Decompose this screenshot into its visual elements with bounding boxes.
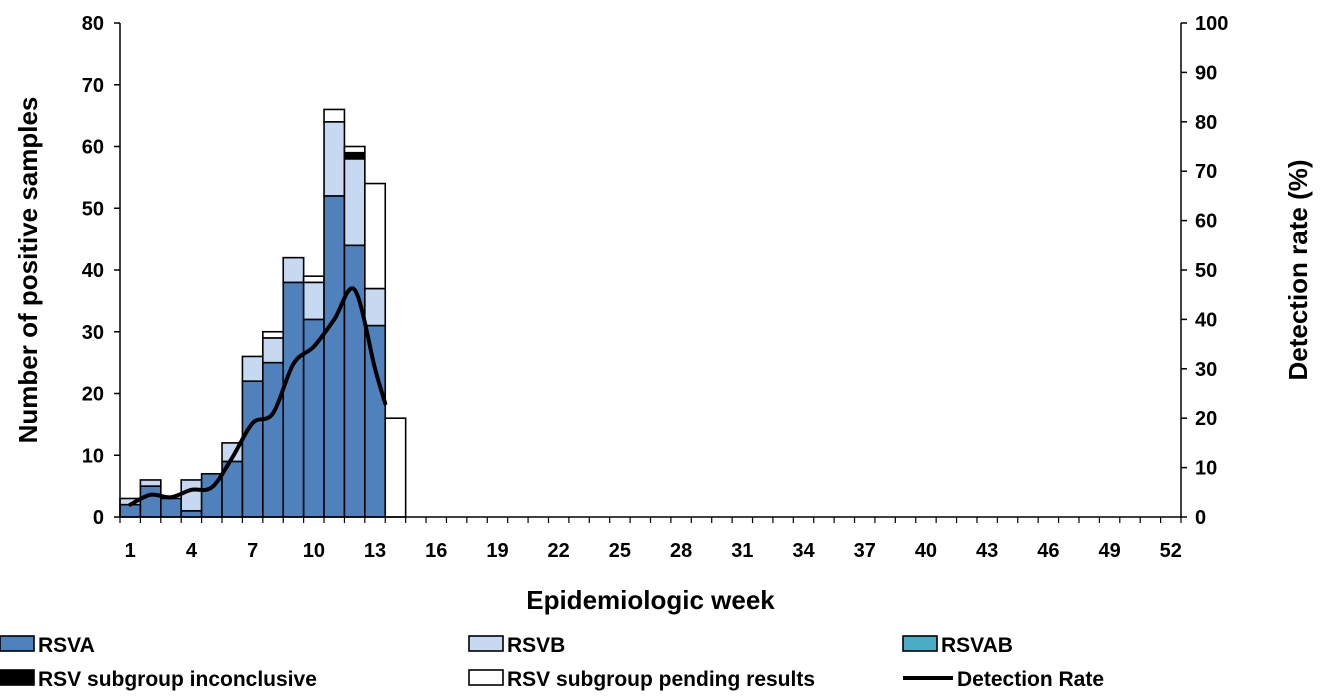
legend-swatch [902, 635, 938, 652]
bar-segment [364, 287, 387, 327]
bar-segment [323, 108, 346, 123]
x-tick-label: 10 [303, 540, 325, 562]
detection-rate-line [128, 286, 388, 507]
legend-swatch [468, 635, 504, 652]
legend-label: RSVB [507, 634, 565, 657]
x-tick-label: 43 [976, 540, 998, 562]
x-tick-label: 34 [792, 540, 815, 562]
y-tick-label: 60 [82, 137, 104, 159]
legend-label: RSV subgroup pending results [507, 668, 815, 691]
y2-axis-title: Detection rate (%) [1283, 159, 1313, 380]
bar-segment [139, 479, 162, 487]
y2-tick-label: 70 [1195, 161, 1217, 183]
x-tick-label: 4 [186, 540, 198, 562]
x-tick-label: 49 [1098, 540, 1120, 562]
y-tick-label: 70 [82, 75, 104, 97]
bar-segment [364, 182, 387, 290]
bar-segment [343, 244, 366, 518]
axis-titles: Epidemiologic week Number of positive sa… [13, 97, 1313, 615]
x-tick-label: 25 [609, 540, 631, 562]
bar-segment [282, 256, 305, 284]
bar-segment [262, 361, 285, 518]
legend-label: RSV subgroup inconclusive [38, 668, 317, 691]
y2-tick-label: 40 [1195, 309, 1217, 331]
bar-segment [241, 355, 264, 382]
y-tick-label: 30 [82, 322, 104, 344]
legend-swatch [0, 635, 35, 652]
x-tick-label: 19 [486, 540, 508, 562]
y-axis-title: Number of positive samples [13, 97, 43, 444]
legend-label: RSVAB [941, 634, 1013, 657]
bar-segment [384, 417, 407, 518]
bar-segment [323, 195, 346, 518]
bar-segment [343, 158, 366, 247]
bar-segment [139, 485, 162, 518]
y2-tick-label: 90 [1195, 62, 1217, 84]
bar-segment [323, 121, 346, 197]
y2-tick-label: 30 [1195, 359, 1217, 381]
x-tick-label: 40 [915, 540, 937, 562]
legend-label: RSVA [38, 634, 95, 657]
x-tick-label: 16 [425, 540, 447, 562]
x-tick-label: 13 [364, 540, 386, 562]
legend-swatch [0, 669, 35, 686]
bar-segment [180, 510, 203, 518]
bar-segment [302, 281, 325, 321]
bar-segment [364, 324, 387, 518]
bar-segment [180, 479, 203, 512]
bar-segment [160, 497, 183, 518]
y-tick-label: 40 [82, 260, 104, 282]
x-axis-title: Epidemiologic week [526, 585, 775, 615]
x-tick-label: 7 [247, 540, 258, 562]
y2-tick-label: 10 [1195, 458, 1217, 480]
y2-tick-label: 60 [1195, 211, 1217, 233]
y2-tick-label: 0 [1195, 507, 1206, 529]
y2-tick-label: 80 [1195, 112, 1217, 134]
x-tick-label: 46 [1037, 540, 1059, 562]
y2-tick-label: 100 [1195, 13, 1228, 35]
x-tick-label: 22 [548, 540, 570, 562]
y2-tick-label: 50 [1195, 260, 1217, 282]
legend: RSVA RSVB RSVAB RSV subgroup inconclusive RS… [0, 634, 1104, 691]
x-tick-label: 37 [854, 540, 876, 562]
bar-segment [262, 330, 285, 339]
y-tick-label: 80 [82, 13, 104, 35]
x-tick-label: 1 [125, 540, 136, 562]
x-tick-label: 28 [670, 540, 692, 562]
legend-label: Detection Rate [957, 668, 1104, 691]
x-tick-label: 31 [731, 540, 753, 562]
bar-segment [262, 337, 285, 364]
bar-segment [343, 151, 366, 160]
y2-tick-label: 20 [1195, 408, 1217, 430]
axes: 0 10 20 30 40 50 60 70 80 0 10 20 30 40 50 60 70 80 90 100 1… [82, 13, 1229, 562]
bar-segment [241, 380, 264, 518]
legend-swatch [468, 669, 504, 686]
y-tick-label: 20 [82, 384, 104, 406]
bar-segment [282, 281, 305, 518]
bar-segment [343, 145, 366, 154]
x-tick-label: 52 [1160, 540, 1182, 562]
bar-segment [302, 275, 325, 284]
y-tick-label: 50 [82, 198, 104, 220]
y-tick-label: 10 [82, 445, 104, 467]
y-tick-label: 0 [93, 507, 104, 529]
